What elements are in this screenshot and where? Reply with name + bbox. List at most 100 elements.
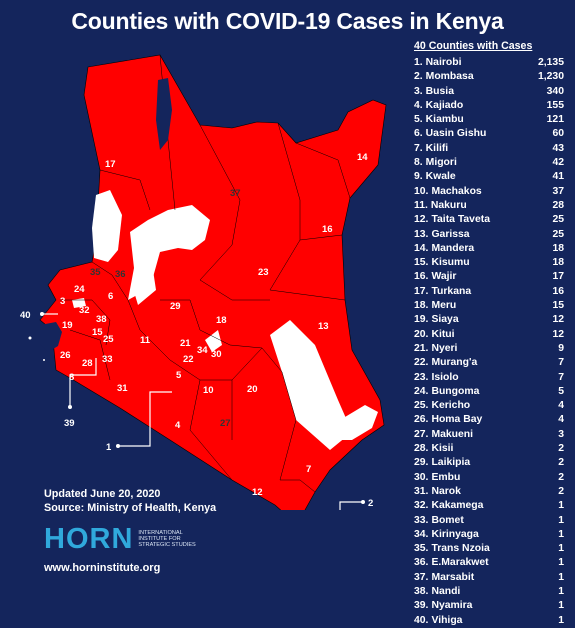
county-row: 31. Narok 2	[414, 485, 564, 499]
logo-wordmark: HORN	[44, 523, 134, 555]
county-cases: 2	[558, 471, 564, 483]
callout-40: 40	[20, 310, 58, 321]
county-row-name: 30. Embu	[414, 471, 460, 485]
county-row-name: 14. Mandera	[414, 242, 474, 256]
county-label-26: 26	[60, 350, 71, 361]
county-rank: 5.	[414, 114, 423, 126]
county-label-32: 32	[79, 305, 90, 316]
county-row-name: 12. Taita Taveta	[414, 213, 490, 227]
county-row-name: 13. Garissa	[414, 228, 470, 242]
county-row: 34. Kirinyaga 1	[414, 528, 564, 542]
county-rank: 1.	[414, 57, 423, 68]
county-name: Nakuru	[430, 199, 467, 211]
county-row: 17. Turkana 16	[414, 285, 564, 299]
county-label-21: 21	[180, 338, 191, 349]
county-row-name: 18. Meru	[414, 299, 456, 313]
county-cases: 4	[558, 400, 564, 412]
county-rank: 19.	[414, 314, 429, 326]
county-name: Nyamira	[431, 600, 473, 612]
county-rank: 13.	[414, 228, 429, 240]
county-row-name: 22. Murang'a	[414, 356, 477, 370]
county-name: Kirinyaga	[431, 528, 479, 540]
county-row-name: 36. E.Marakwet	[414, 556, 489, 570]
county-cases: 340	[546, 85, 564, 97]
updated-date: Updated June 20, 2020	[44, 488, 161, 500]
callout-label-1: 1	[106, 442, 112, 453]
county-row-name: 8. Migori	[414, 156, 457, 170]
county-name: Kilifi	[425, 142, 449, 154]
county-row: 26. Homa Bay 4	[414, 413, 564, 427]
county-rank: 4.	[414, 99, 423, 111]
county-row-name: 31. Narok	[414, 485, 461, 499]
county-row: 16. Wajir 17	[414, 270, 564, 284]
county-cases: 9	[558, 342, 564, 354]
county-name: Mombasa	[425, 71, 474, 83]
county-rank: 21.	[414, 342, 429, 354]
map-title: Counties with COVID-19 Cases in Kenya	[71, 8, 504, 34]
county-label-9: 9	[284, 509, 289, 510]
county-row: 28. Kisii 2	[414, 442, 564, 456]
county-rank: 39.	[414, 600, 429, 612]
county-row: 35. Trans Nzoia 1	[414, 542, 564, 556]
county-rank: 2.	[414, 71, 423, 83]
county-row: 15. Kisumu 18	[414, 256, 564, 270]
county-rank: 6.	[414, 128, 423, 140]
county-label-17: 17	[105, 159, 116, 170]
county-rank: 24.	[414, 385, 429, 397]
county-row: 14. Mandera 18	[414, 242, 564, 256]
county-row-name: 35. Trans Nzoia	[414, 542, 490, 556]
county-cases: 12	[552, 328, 564, 340]
callout-label-2: 2	[368, 498, 373, 509]
county-cases: 1	[558, 500, 564, 512]
county-rank: 38.	[414, 585, 429, 597]
county-cases: 3	[558, 428, 564, 440]
county-cases: 1	[558, 543, 564, 555]
county-row-name: 20. Kitui	[414, 328, 455, 342]
county-row-name: 11. Nakuru	[414, 199, 467, 213]
county-name: Siaya	[431, 314, 459, 326]
county-cases: 1	[558, 585, 564, 597]
county-label-5: 5	[176, 370, 182, 381]
county-row-name: 39. Nyamira	[414, 599, 472, 613]
county-number-labels: 17 37 14 16 23 13 35 36 24 6 3 32 38 19 …	[60, 152, 368, 510]
county-row-name: 15. Kisumu	[414, 256, 470, 270]
county-name: Isiolo	[431, 371, 459, 383]
county-row: 27. Makueni 3	[414, 428, 564, 442]
county-row-name: 32. Kakamega	[414, 499, 483, 513]
county-white-west-pocot	[92, 190, 122, 262]
county-name: Makueni	[431, 428, 474, 440]
county-row-name: 1. Nairobi	[414, 56, 461, 70]
county-row: 38. Nandi 1	[414, 585, 564, 599]
county-row: 18. Meru 15	[414, 299, 564, 313]
county-name: Vihiga	[431, 614, 463, 626]
county-row: 3. Busia 340	[414, 85, 564, 99]
county-cases: 4	[558, 414, 564, 426]
county-cases: 1	[558, 614, 564, 626]
county-row-name: 33. Bomet	[414, 514, 464, 528]
county-label-4: 4	[175, 420, 181, 431]
kenya-map: 17 37 14 16 23 13 35 36 24 6 3 32 38 19 …	[0, 40, 420, 510]
county-rank: 23.	[414, 371, 429, 383]
county-label-22: 22	[183, 354, 194, 365]
county-row: 32. Kakamega 1	[414, 499, 564, 513]
county-name: Turkana	[431, 285, 472, 297]
county-row-name: 37. Marsabit	[414, 571, 474, 585]
county-row-name: 40. Vihiga	[414, 614, 462, 628]
county-name: Machakos	[431, 185, 482, 197]
county-row: 9. Kwale 41	[414, 170, 564, 184]
county-row: 13. Garissa 25	[414, 228, 564, 242]
county-cases: 2	[558, 485, 564, 497]
county-cases: 5	[558, 385, 564, 397]
source-text: Source: Ministry of Health, Kenya	[44, 502, 217, 514]
county-row: 36. E.Marakwet 1	[414, 556, 564, 570]
county-name: Migori	[425, 157, 457, 169]
county-label-27: 27	[220, 418, 231, 429]
website-link[interactable]: www.horninstitute.org	[44, 562, 161, 574]
callout-1: 1	[106, 391, 172, 453]
county-cases: 15	[552, 300, 564, 312]
county-row-name: 17. Turkana	[414, 285, 471, 299]
county-row: 22. Murang'a 7	[414, 356, 564, 370]
county-label-37: 37	[230, 188, 241, 199]
county-white-baringo	[132, 250, 156, 305]
county-cases: 12	[552, 314, 564, 326]
